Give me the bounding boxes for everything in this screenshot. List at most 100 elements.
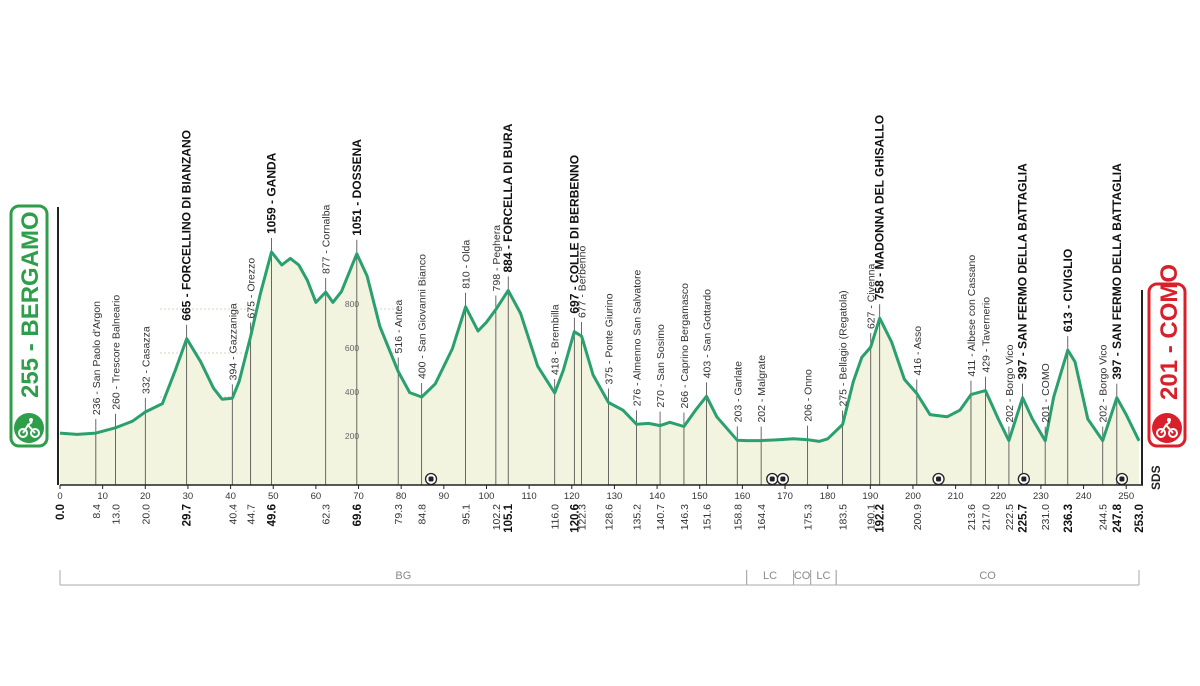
km-label: 122.3	[577, 504, 589, 530]
km-label: 116.0	[550, 504, 562, 530]
distance-tick-label: 80	[396, 491, 407, 502]
waypoint-label: 675 - Orezzo	[246, 258, 258, 319]
distance-tick-label: 120	[564, 491, 580, 502]
distance-tick-label: 170	[777, 491, 793, 502]
tunnel-icon-center	[769, 476, 775, 482]
waypoint-label: 375 - Ponte Giurino	[603, 293, 615, 384]
tunnel-icon-center	[780, 476, 786, 482]
km-label: 40.4	[227, 504, 239, 525]
waypoint-label: 810 - Olda	[461, 240, 473, 289]
distance-tick-label: 240	[1076, 491, 1092, 502]
waypoint-label: 202 - Borgo Vico	[1004, 344, 1016, 422]
distance-tick-label: 140	[649, 491, 665, 502]
waypoint-label: 613 - CIVIGLIO	[1061, 249, 1075, 332]
km-label: 213.6	[966, 504, 978, 530]
waypoint-label: 798 - Peghera	[491, 225, 503, 292]
finish-box	[1147, 282, 1187, 448]
km-label: 84.8	[417, 504, 429, 525]
waypoint-label: 202 - Malgrate	[756, 355, 768, 423]
km-label: 225.7	[1018, 504, 1030, 533]
cyclist-head	[1167, 418, 1171, 422]
waypoint-label: 400 - San Giovanni Bianco	[417, 254, 429, 379]
waypoint-label: 203 - Garlate	[732, 361, 744, 422]
distance-ticks: 0 10 20 30 40 50 60 70 80 90 100 110 120 130 140 150 160…	[57, 485, 1134, 502]
tunnel-icon-center	[936, 476, 942, 482]
waypoint-drop-lines	[95, 238, 1118, 485]
km-label: 29.7	[182, 504, 194, 526]
cyclist-head	[29, 418, 33, 422]
waypoint-label: 697 - COLLE DI BERBENNO	[567, 155, 581, 314]
distance-tick-label: 60	[311, 491, 322, 502]
tunnel-icon-center	[1021, 476, 1027, 482]
km-labels: 0.0 8.4 13.0 20.0 29.7 40.4 44.7 49.6 62.3 69.6 79…	[55, 503, 1146, 532]
finish-city-label: 201 - COMO	[1156, 264, 1183, 400]
distance-tick-label: 10	[97, 491, 108, 502]
waypoint-label: 884 - FORCELLA DI BURA	[501, 123, 515, 272]
elevation-line	[59, 250, 1141, 443]
km-label: 140.7	[655, 504, 667, 530]
brand-logo: SDS	[1149, 465, 1163, 490]
altitude-tick-label: 600	[345, 343, 359, 353]
waypoint-label: 202 - Borgo Vico	[1098, 344, 1110, 422]
waypoint-label: 516 - Antea	[393, 300, 405, 354]
distance-tick-label: 210	[948, 491, 964, 502]
waypoint-label: 416 - Asso	[912, 326, 924, 376]
km-label: 79.3	[393, 504, 405, 525]
waypoint-label: 677 - Berbenno	[577, 246, 589, 319]
province-label: LC	[816, 570, 830, 582]
km-label: 102.2	[491, 504, 503, 530]
distance-tick-label: 70	[353, 491, 364, 502]
waypoint-label: 260 - Trescore Balneario	[110, 295, 122, 410]
waypoint-label: 403 - San Gottardo	[702, 289, 714, 378]
km-label: 190.1	[866, 504, 878, 530]
cyclist-icon-glyph	[18, 421, 40, 438]
km-label: 217.0	[980, 504, 992, 530]
km-label: 236.3	[1063, 504, 1075, 533]
tunnel-markers	[424, 472, 1129, 486]
km-label: 120.6	[569, 504, 581, 533]
km-label: 95.1	[461, 504, 473, 525]
waypoint-label: 206 - Onno	[803, 369, 815, 422]
km-label: 135.2	[632, 504, 644, 530]
distance-tick-label: 20	[140, 491, 151, 502]
km-label: 0.0	[55, 504, 67, 520]
waypoint-label: 1059 - GANDA	[265, 152, 279, 234]
distance-tick-label: 50	[268, 491, 279, 502]
waypoint-label: 276 - Almenno San Salvatore	[632, 270, 644, 407]
distance-tick-label: 230	[1033, 491, 1049, 502]
waypoint-label: 397 - SAN FERMO DELLA BATTAGLIA	[1016, 163, 1030, 380]
distance-tick-label: 130	[606, 491, 622, 502]
waypoint-label: 418 - Brembilla	[550, 304, 562, 375]
km-label: 164.4	[756, 504, 768, 530]
waypoint-label: 758 - MADONNA DEL GHISALLO	[873, 115, 887, 300]
waypoint-label: 1051 - DOSSENA	[350, 139, 364, 236]
distance-tick-label: 40	[225, 491, 236, 502]
km-label: 146.3	[679, 504, 691, 530]
waypoint-label: 665 - FORCELLINO DI BIANZANO	[180, 130, 194, 321]
km-label: 69.6	[352, 504, 364, 526]
altitude-tick-label: 800	[345, 299, 359, 309]
waypoint-label: 236 - San Paolo d'Argon	[91, 301, 103, 415]
km-label: 8.4	[91, 504, 103, 519]
waypoint-label: 877 - Cornalba	[321, 204, 333, 274]
distance-tick-label: 180	[820, 491, 836, 502]
km-label: 253.0	[1134, 504, 1146, 533]
tunnel-icon-center	[1119, 476, 1125, 482]
start-city-label: 255 - BERGAMO	[17, 211, 44, 398]
waypoint-label: 627 - Civenna	[866, 264, 878, 330]
distance-tick-label: 110	[522, 491, 537, 502]
province-bands: BG LC CO LC CO	[59, 570, 1140, 586]
distance-tick-label: 190	[862, 491, 878, 502]
start-box	[9, 204, 49, 448]
distance-tick-label: 150	[692, 491, 708, 502]
waypoint-label: 275 - Bellagio (Regatola)	[838, 290, 850, 406]
distance-tick-label: 90	[439, 491, 450, 502]
km-label: 200.9	[912, 504, 924, 530]
distance-tick-label: 30	[183, 491, 194, 502]
province-label: LC	[763, 570, 777, 582]
waypoint-label: 332 - Casazza	[140, 326, 152, 394]
waypoint-label: 397 - SAN FERMO DELLA BATTAGLIA	[1110, 163, 1124, 380]
elevation-area	[60, 252, 1139, 485]
distance-tick-label: 200	[905, 491, 921, 502]
